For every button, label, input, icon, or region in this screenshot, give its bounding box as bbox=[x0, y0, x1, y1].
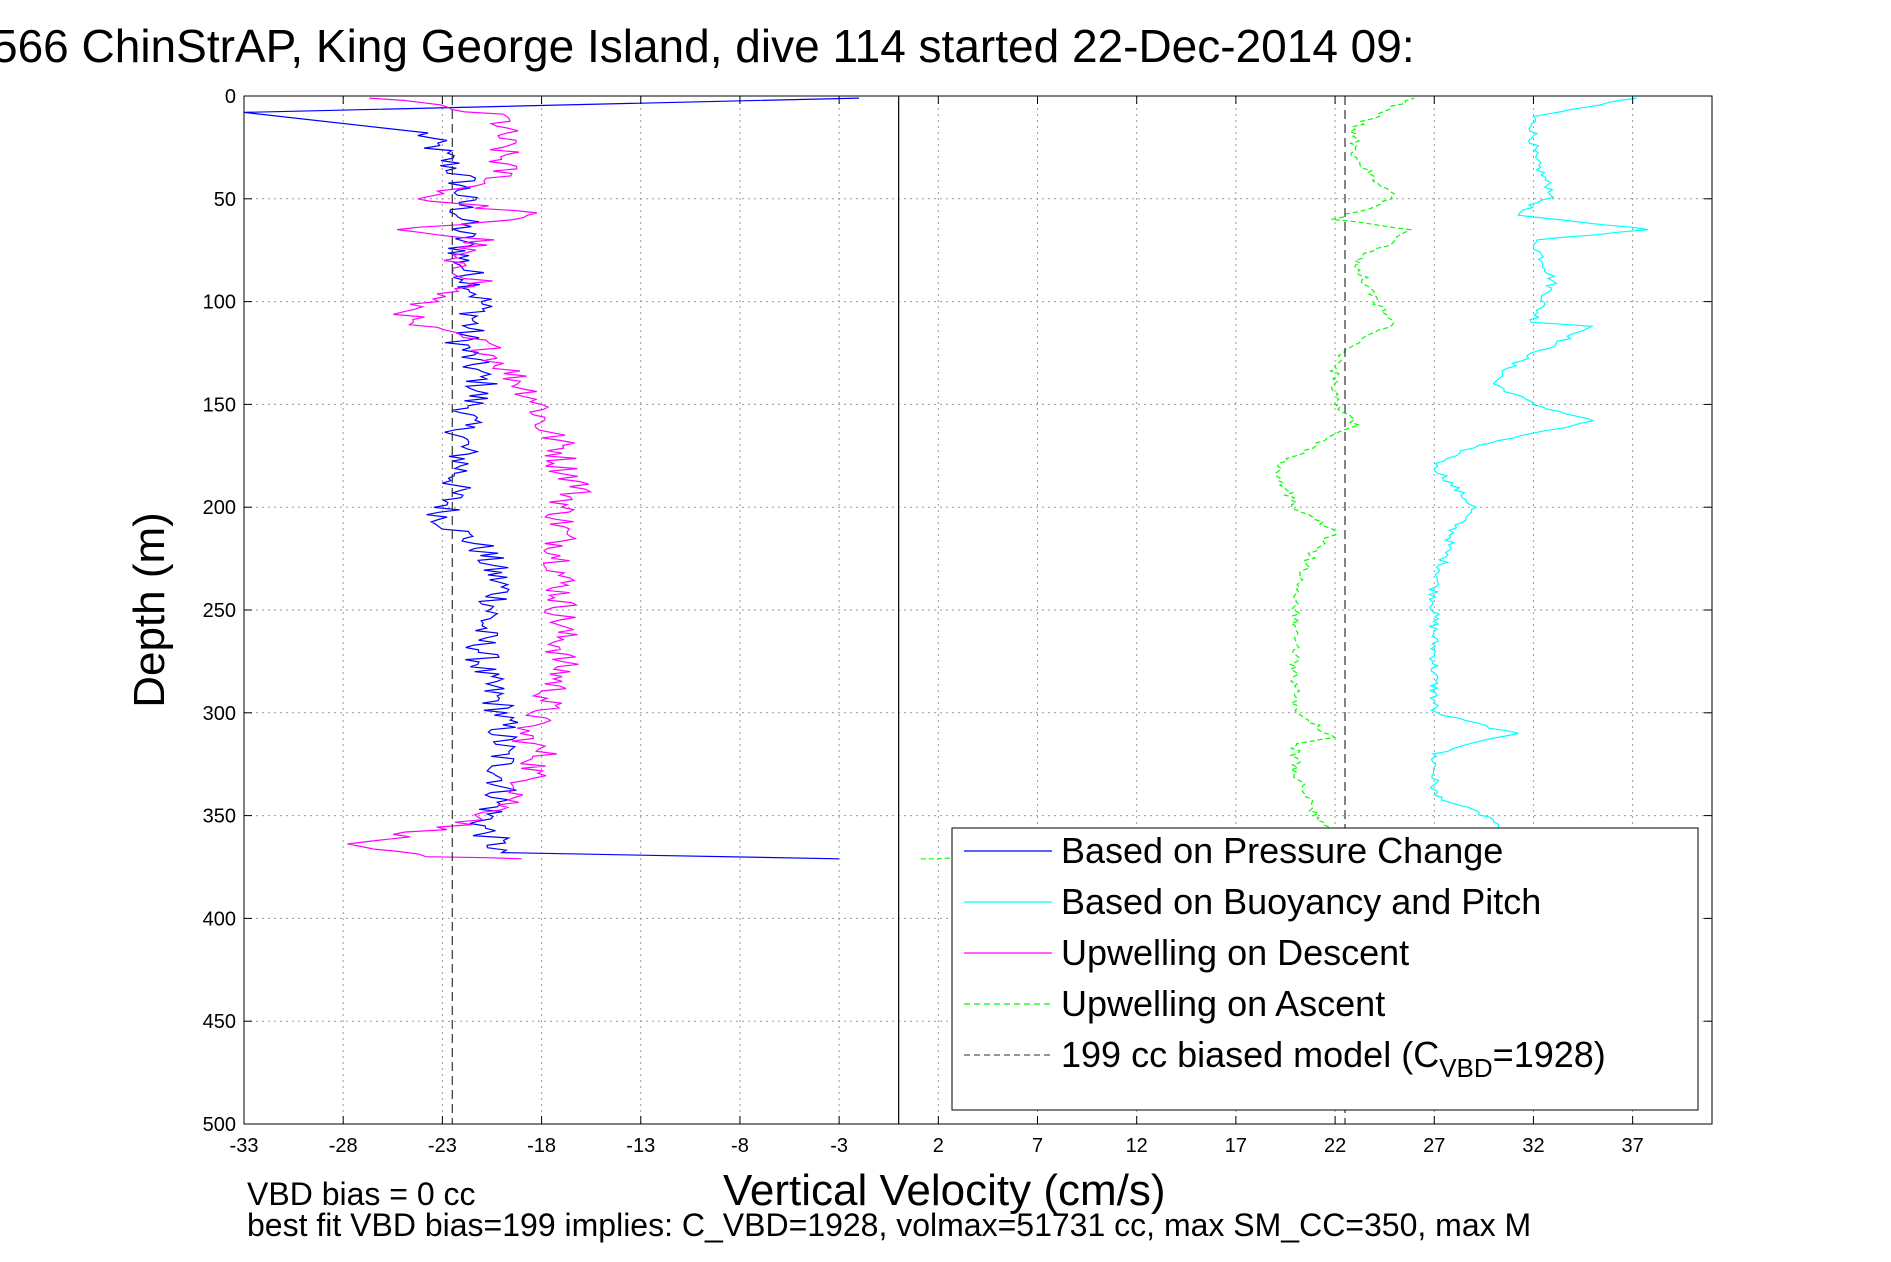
x-tick-label: 37 bbox=[1622, 1135, 1644, 1157]
x-tick-label: 27 bbox=[1423, 1135, 1445, 1157]
x-tick-label: -18 bbox=[527, 1135, 556, 1157]
x-tick-label: -28 bbox=[329, 1135, 358, 1157]
x-tick-label: -8 bbox=[731, 1135, 749, 1157]
y-tick-label: 0 bbox=[225, 86, 236, 108]
x-tick-label: 22 bbox=[1324, 1135, 1346, 1157]
footer-fit-text: best fit VBD bias=199 implies: C_VBD=192… bbox=[247, 1207, 1531, 1243]
x-tick-label: -23 bbox=[428, 1135, 457, 1157]
series-line bbox=[347, 97, 593, 860]
legend-label: Upwelling on Descent bbox=[1061, 932, 1409, 973]
x-tick-label: 7 bbox=[1032, 1135, 1043, 1157]
series-line bbox=[243, 97, 860, 860]
y-tick-label: 250 bbox=[203, 600, 236, 622]
series-based-on-pressure-change bbox=[243, 97, 860, 860]
x-tick-label: -13 bbox=[626, 1135, 655, 1157]
x-axis-label: Vertical Velocity (cm/s) bbox=[723, 1166, 1166, 1215]
y-axis-ticks: 0 50 100 150 200 250 300 350 400 450 500 bbox=[203, 86, 1712, 1136]
x-tick-label: 2 bbox=[933, 1135, 944, 1157]
y-tick-label: 350 bbox=[203, 806, 236, 828]
series-upwelling-on-descent bbox=[347, 97, 593, 860]
x-tick-label: -3 bbox=[830, 1135, 848, 1157]
x-tick-label: 12 bbox=[1126, 1135, 1148, 1157]
y-tick-label: 200 bbox=[203, 497, 236, 519]
legend-label: Based on Buoyancy and Pitch bbox=[1061, 881, 1541, 922]
y-tick-label: 300 bbox=[203, 703, 236, 725]
x-tick-label: 17 bbox=[1225, 1135, 1247, 1157]
y-axis-label: Depth (m) bbox=[125, 512, 174, 708]
x-tick-label: -33 bbox=[230, 1135, 259, 1157]
legend-label-tail: =1928) bbox=[1493, 1034, 1606, 1075]
series-line bbox=[1427, 97, 1649, 837]
y-tick-label: 100 bbox=[203, 292, 236, 314]
x-axis-ticks: -33 -28 -23 -18 -13 -8 -3 2 7 12 17 22 27 32 37 bbox=[230, 96, 1644, 1157]
legend: Based on Pressure Change Based on Buoyanc… bbox=[951, 827, 1699, 1111]
legend-label: Based on Pressure Change bbox=[1061, 830, 1503, 871]
chart-title: 566 ChinStrAP, King George Island, dive … bbox=[0, 20, 1415, 72]
y-tick-label: 150 bbox=[203, 394, 236, 416]
y-tick-label: 50 bbox=[214, 189, 236, 211]
legend-box bbox=[951, 827, 1699, 1111]
series-line bbox=[920, 97, 1415, 860]
legend-subscript: VBD bbox=[1439, 1053, 1492, 1083]
y-tick-label: 500 bbox=[203, 1114, 236, 1136]
y-tick-label: 450 bbox=[203, 1011, 236, 1033]
x-tick-label: 32 bbox=[1522, 1135, 1544, 1157]
legend-label: 199 cc biased model (CVBD=1928) bbox=[1061, 1034, 1606, 1083]
y-tick-label: 400 bbox=[203, 908, 236, 930]
series-upwelling-on-ascent bbox=[920, 97, 1415, 860]
series-based-on-buoyancy-and-pitch bbox=[1427, 97, 1649, 837]
legend-label: Upwelling on Ascent bbox=[1061, 983, 1385, 1024]
footer-bias-text: VBD bias = 0 cc bbox=[247, 1176, 476, 1212]
